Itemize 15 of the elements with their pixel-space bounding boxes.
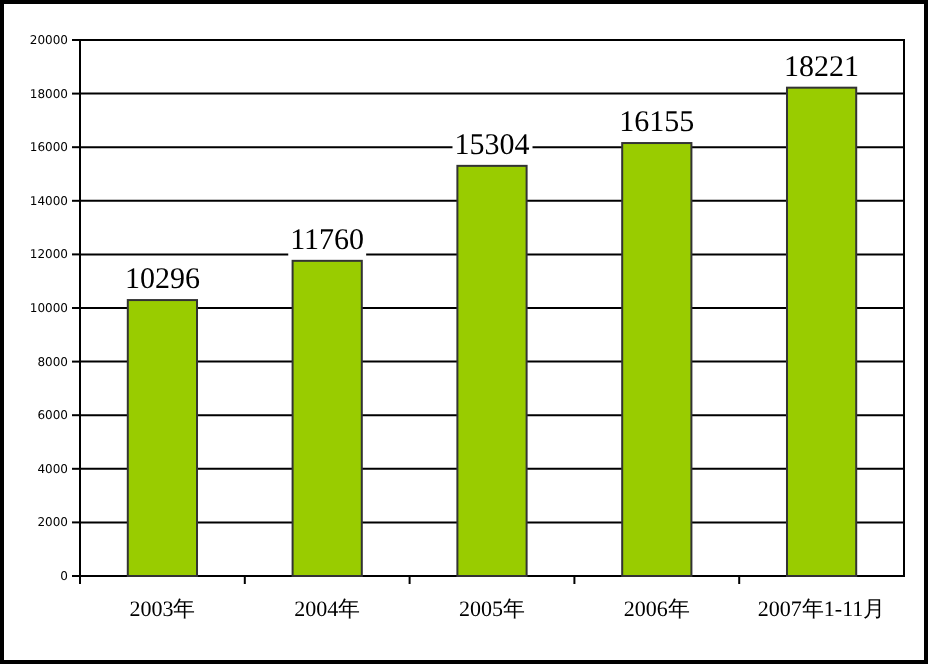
bar: [291, 259, 363, 577]
x-tick-label: 2005年: [459, 598, 525, 622]
data-label: 11760: [290, 224, 365, 257]
x-tick-label: 2007年1-11月: [757, 598, 886, 622]
x-tick-label: 2004年: [294, 598, 361, 622]
x-tick-label: 2003年: [129, 598, 196, 622]
bar: [785, 86, 858, 577]
data-label: 10296: [124, 264, 201, 297]
data-label: 16155: [619, 107, 695, 140]
data-label: 18221: [784, 51, 860, 84]
data-label: 15304: [454, 129, 531, 162]
x-tick-label: 2006年: [623, 598, 690, 622]
bar: [126, 299, 199, 577]
bar: [456, 164, 528, 577]
bar: [621, 142, 693, 577]
